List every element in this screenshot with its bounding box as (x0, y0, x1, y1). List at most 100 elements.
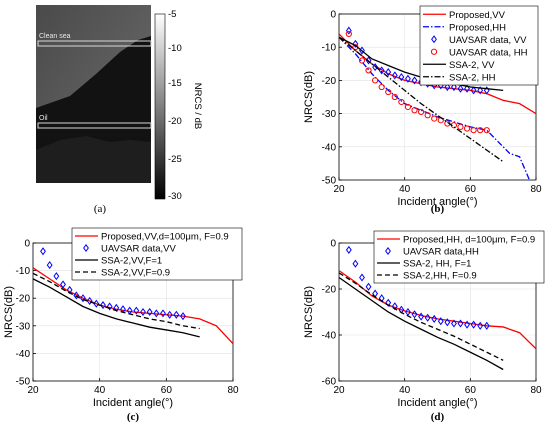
series-line (339, 270, 536, 350)
data-point (444, 318, 451, 327)
x-tick-label: 20 (27, 385, 39, 396)
series-3-markers (345, 30, 490, 134)
data-point (378, 83, 385, 91)
colorbar-ticks: -5 -10 -15 -20 -25 -30 (168, 9, 182, 202)
data-point (470, 86, 477, 95)
x-axis-label: Incident angle(°) (397, 196, 477, 208)
data-point (358, 57, 366, 64)
data-point (372, 77, 379, 84)
y-tick-label: -10 (322, 43, 337, 54)
y-axis-label: NRCS(dB) (303, 71, 315, 123)
y-tick-label: -20 (322, 76, 337, 87)
data-point (345, 245, 352, 254)
caption-b: (b) (431, 203, 445, 215)
data-point (464, 84, 470, 93)
series-line (33, 272, 200, 330)
data-point (483, 127, 490, 134)
data-point (173, 310, 180, 319)
series-line (339, 36, 531, 180)
data-point (73, 291, 80, 300)
x-tick-label: 60 (161, 385, 173, 396)
data-point (345, 30, 352, 38)
data-point (477, 86, 484, 95)
data-point (424, 112, 431, 119)
data-point (457, 84, 464, 93)
caption-c: (c) (127, 411, 140, 423)
y-tick-label: -30 (322, 109, 337, 120)
y-tick-label: -30 (16, 321, 31, 332)
data-point (411, 107, 418, 114)
y-tick-label: -50 (322, 176, 337, 187)
chart-b: 20 40 60 80 0 -10 -20 -30 -40 -50 Incident angle(°… (303, 5, 542, 215)
chart-d: 20 40 60 80 0 -20 -40 -60 Incident angle(°) NRCS(… (303, 230, 545, 423)
x-axis-label: Incident angle(°) (397, 397, 477, 409)
y-axis-label: NRCS(dB) (3, 286, 15, 338)
panel-a: Clean sea Oil -5 -10 -15 -20 -25 -30 NRC… (36, 5, 203, 215)
data-point (60, 280, 66, 289)
data-point (345, 26, 352, 35)
chart-c: 20 40 60 80 0 -10 -20 -30 -40 -50 Incident angle(°… (3, 227, 243, 423)
legend-box (373, 230, 545, 284)
data-point (372, 63, 379, 72)
plot-area (339, 26, 536, 180)
data-point (180, 312, 186, 321)
data-point (477, 127, 484, 134)
data-point (411, 76, 418, 85)
data-point (385, 298, 392, 307)
colorbar-tick-label: -10 (168, 43, 182, 54)
colorbar-tick-label: -5 (168, 9, 176, 20)
colorbar: -5 -10 -15 -20 -25 -30 NRCS / dB (154, 9, 203, 202)
data-point (398, 73, 405, 82)
data-point (140, 307, 146, 317)
colorbar-tick-label: -30 (168, 191, 182, 202)
chart-panels: 20 40 60 80 0 -10 -20 -30 -40 -50 Incident angle(°… (3, 5, 545, 423)
x-tick-label: 80 (530, 385, 542, 396)
clean-sea-label: Clean sea (39, 33, 71, 40)
x-tick-label: 40 (94, 385, 106, 396)
data-point (146, 307, 153, 317)
plot-area (339, 245, 536, 371)
data-point (40, 247, 46, 256)
data-point (457, 319, 464, 328)
x-tick-label: 60 (465, 385, 477, 396)
data-point (80, 294, 86, 303)
legend-marker (385, 246, 391, 256)
series-line (339, 272, 504, 361)
data-point (133, 306, 140, 315)
data-point (470, 320, 477, 329)
x-tick-label: 60 (465, 184, 477, 195)
data-point (365, 282, 372, 291)
data-point (451, 82, 457, 92)
series-line (339, 33, 536, 115)
data-point (457, 123, 464, 130)
data-point (477, 321, 484, 330)
legend-label: SSA-2, VV (449, 60, 495, 71)
legend-label: UAVSAR data, HH (449, 47, 528, 58)
sar-image: Clean sea Oil (36, 5, 152, 183)
y-tick-label: -20 (16, 294, 31, 305)
data-point (359, 273, 365, 282)
legend-marker (83, 243, 89, 253)
caption-d: (d) (431, 411, 445, 423)
data-point (464, 320, 470, 329)
legend-label: Proposed,VV (449, 10, 506, 21)
legend-label: UAVSAR data, VV (449, 35, 527, 46)
colorbar-tick-label: -20 (168, 116, 182, 127)
legend-marker (431, 35, 437, 44)
data-point (352, 259, 359, 268)
y-tick-label: 0 (24, 239, 30, 250)
data-point (417, 108, 425, 116)
y-tick-label: -60 (322, 377, 337, 388)
data-point (451, 319, 457, 328)
x-tick-label: 20 (333, 385, 345, 396)
plot-area (33, 247, 233, 345)
data-point (391, 71, 398, 80)
colorbar-tick-label: -15 (168, 78, 182, 89)
data-point (160, 309, 166, 318)
x-tick-label: 80 (227, 385, 239, 396)
legend-label: UAVSAR data,HH (403, 247, 479, 258)
y-tick-label: -40 (16, 349, 31, 360)
